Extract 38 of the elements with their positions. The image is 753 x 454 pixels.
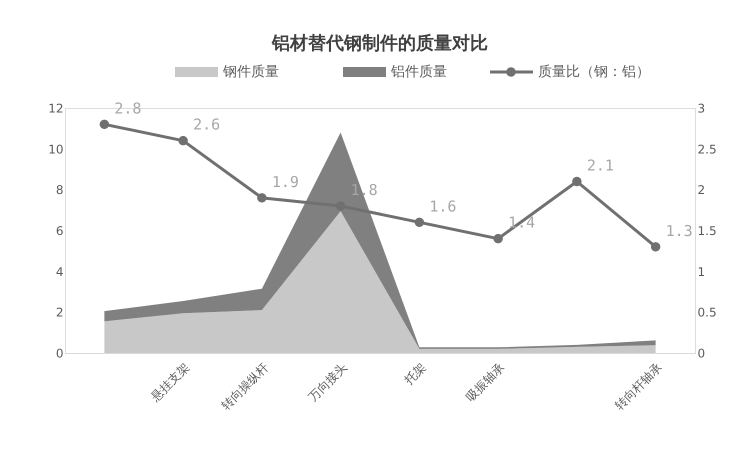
point [100, 120, 110, 130]
data-label: 2.1 [586, 156, 614, 174]
y2-tick-label: 1 [698, 264, 706, 279]
y2-tick-label: 0.5 [698, 306, 717, 320]
x-tick-label: 悬挂支架 [148, 360, 192, 405]
legend-label: 铝件质量 [390, 64, 447, 80]
x-tick-label: 转向操纵杆 [218, 360, 271, 412]
y2-tick-label: 1.5 [698, 224, 717, 238]
point [572, 176, 582, 186]
x-tick-label: 转向杆轴承 [612, 360, 665, 412]
point [493, 234, 503, 244]
point [257, 193, 267, 203]
data-label: 1.6 [429, 197, 456, 216]
y-tick-label: 2 [56, 306, 64, 320]
legend-label: 质量比（钢：铝） [538, 64, 650, 80]
y-tick-label: 10 [48, 142, 64, 156]
point [414, 218, 424, 228]
point [650, 242, 660, 252]
data-label: 1.9 [272, 172, 299, 191]
x-tick-label: 托架 [400, 360, 428, 388]
y2-tick-label: 2.5 [698, 142, 717, 156]
legend-label: 钢件质量 [222, 64, 279, 80]
x-tick-label: 万向接头 [306, 360, 350, 404]
y-tick-label: 6 [56, 224, 64, 238]
y2-tick-label: 2 [698, 183, 706, 198]
data-label: 2.8 [114, 99, 142, 118]
data-label: 2.6 [193, 116, 220, 134]
y-tick-label: 12 [48, 102, 64, 116]
y-tick-label: 0 [56, 346, 64, 360]
x-tick-label: 吸振轴承 [463, 360, 508, 404]
y2-tick-label: 3 [698, 102, 706, 116]
point [178, 136, 188, 146]
y-tick-label: 4 [56, 264, 64, 279]
y2-tick-label: 0 [698, 346, 706, 360]
y-tick-label: 8 [56, 183, 64, 198]
data-label: 1.3 [666, 222, 693, 240]
chart-title: 铝材替代钢制件的质量对比 [271, 33, 488, 54]
point [336, 201, 346, 211]
